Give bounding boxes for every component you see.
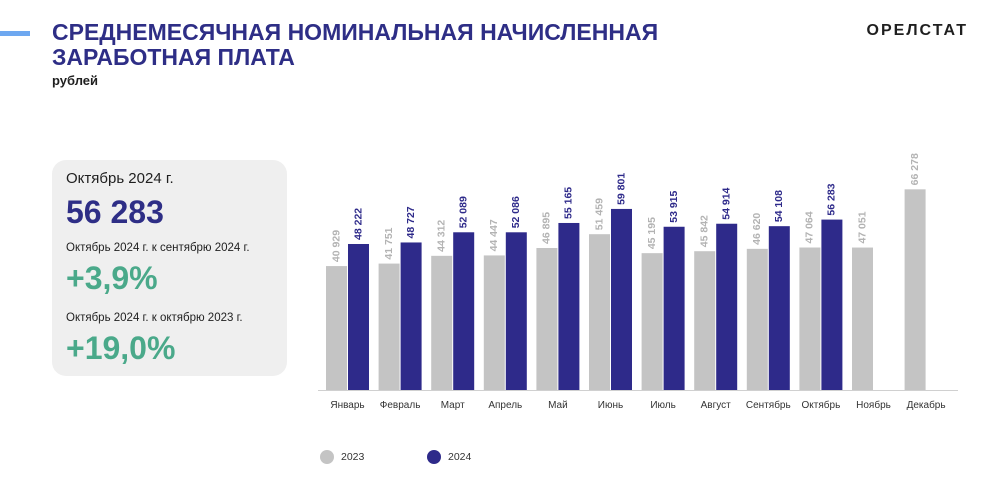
data-label-2024: 48 727 xyxy=(405,206,417,238)
data-label-2023: 47 064 xyxy=(804,211,816,243)
page-title: СРЕДНЕМЕСЯЧНАЯ НОМИНАЛЬНАЯ НАЧИСЛЕННАЯ З… xyxy=(52,19,659,70)
bar-2024 xyxy=(505,232,527,390)
bar-2023 xyxy=(641,253,663,390)
bar-2023 xyxy=(852,247,873,390)
bar-2023 xyxy=(378,263,400,390)
data-label-2024: 55 165 xyxy=(563,187,575,219)
x-tick-label: Декабрь xyxy=(907,399,946,411)
legend-label-2023: 2023 xyxy=(341,451,365,463)
data-label-2023: 46 620 xyxy=(751,213,763,245)
bar-2024 xyxy=(716,223,738,390)
x-tick-label: Ноябрь xyxy=(856,399,891,411)
bar-2024 xyxy=(400,242,422,390)
data-label-2023: 47 051 xyxy=(856,211,868,243)
bar-2023 xyxy=(326,266,347,390)
data-label-2023: 40 929 xyxy=(330,230,342,262)
x-tick-label: Апрель xyxy=(488,400,522,411)
x-tick-label: Февраль xyxy=(380,400,421,411)
data-label-2024: 52 086 xyxy=(510,196,522,228)
x-tick-label: Сентябрь xyxy=(746,399,791,411)
data-label-2024: 53 915 xyxy=(668,190,680,222)
data-label-2024: 54 914 xyxy=(720,187,732,219)
bar-2024 xyxy=(348,243,369,390)
bar-2023 xyxy=(746,248,768,390)
bar-2024 xyxy=(558,222,580,390)
legend-dot-2024 xyxy=(427,450,441,464)
data-label-2023: 41 751 xyxy=(383,227,395,259)
bar-2024 xyxy=(821,219,843,390)
data-label-2024: 52 089 xyxy=(457,196,469,228)
x-tick-label: Май xyxy=(548,400,568,411)
summary-value: 56 283 xyxy=(66,194,164,230)
data-label-2024: 59 801 xyxy=(615,173,627,205)
data-label-2023: 51 459 xyxy=(593,198,605,230)
bar-2023 xyxy=(589,234,610,390)
data-label-2023: 45 195 xyxy=(646,217,658,249)
bar-2023 xyxy=(483,255,505,390)
bar-2023 xyxy=(799,247,821,390)
data-label-2024: 56 283 xyxy=(826,183,838,215)
x-tick-label: Март xyxy=(441,400,465,411)
legend-label-2024: 2024 xyxy=(448,451,472,463)
data-label-2023: 45 842 xyxy=(698,215,710,247)
x-tick-label: Июнь xyxy=(598,400,623,411)
bar-2023 xyxy=(536,248,558,390)
compare-month-label: Октябрь 2024 г. к сентябрю 2024 г. xyxy=(66,242,250,254)
bar-2023 xyxy=(694,251,716,390)
bar-2024 xyxy=(453,232,475,390)
bar-2023 xyxy=(904,189,926,390)
compare-year-value: +19,0% xyxy=(66,330,176,366)
page-subtitle: рублей xyxy=(52,73,99,88)
x-tick-label: Август xyxy=(701,400,732,411)
data-label-2023: 66 278 xyxy=(909,153,921,185)
compare-month-value: +3,9% xyxy=(66,260,158,296)
x-tick-label: Октябрь xyxy=(802,399,841,411)
bar-2024 xyxy=(768,226,790,390)
data-label-2023: 44 312 xyxy=(435,220,447,252)
compare-year-label: Октябрь 2024 г. к октябрю 2023 г. xyxy=(66,312,243,324)
data-label-2023: 46 895 xyxy=(541,212,553,244)
accent-line xyxy=(0,31,30,36)
x-tick-label: Январь xyxy=(330,400,364,411)
data-label-2024: 54 108 xyxy=(773,190,785,222)
bar-2024 xyxy=(663,226,685,390)
legend-dot-2023 xyxy=(320,450,334,464)
summary-period: Октябрь 2024 г. xyxy=(66,170,174,187)
data-label-2024: 48 222 xyxy=(352,208,364,240)
bar-2024 xyxy=(611,208,632,390)
bar-2023 xyxy=(431,255,453,390)
x-tick-label: Июль xyxy=(650,400,676,411)
brand-logo: ОРЕЛСТАТ xyxy=(866,22,968,39)
summary-card: Октябрь 2024 г. 56 283 Октябрь 2024 г. к… xyxy=(52,160,287,376)
data-label-2023: 44 447 xyxy=(488,219,500,251)
